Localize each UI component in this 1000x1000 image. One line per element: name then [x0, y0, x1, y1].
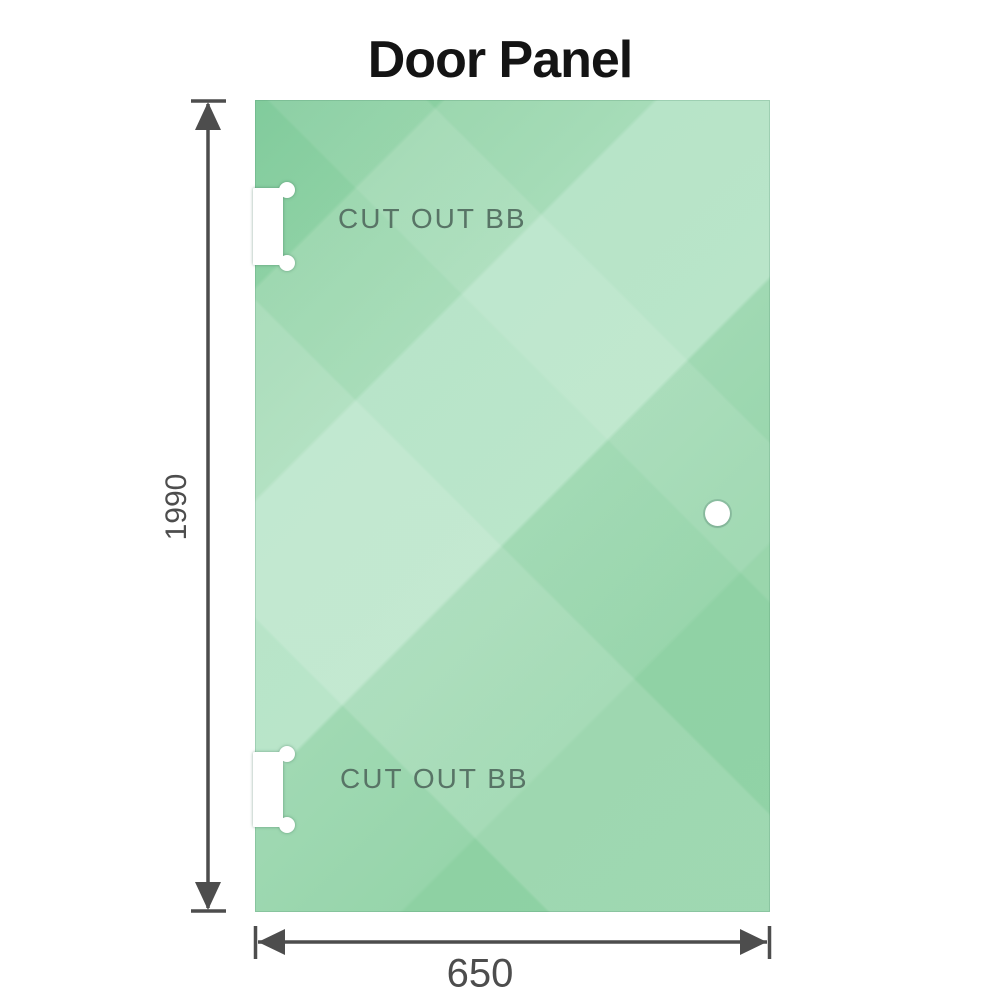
- cutout-label-top: CUT OUT BB: [338, 203, 527, 234]
- height-dimension-line: [191, 99, 226, 913]
- arrow-down-icon: [195, 882, 221, 910]
- hinge-cutout-top-icon: [253, 182, 295, 271]
- height-dimension-label: 1990: [160, 473, 193, 541]
- cutout-label-bottom: CUT OUT BB: [340, 763, 529, 794]
- hinge-cutout-bottom-icon: [253, 746, 295, 833]
- arrow-left-icon: [258, 929, 285, 955]
- width-dimension-label: 650: [446, 951, 514, 996]
- page-title: Door Panel: [367, 31, 634, 89]
- handle-hole: [705, 501, 730, 526]
- arrow-up-icon: [195, 102, 221, 130]
- arrow-right-icon: [740, 929, 767, 955]
- glass-panel: [255, 100, 770, 912]
